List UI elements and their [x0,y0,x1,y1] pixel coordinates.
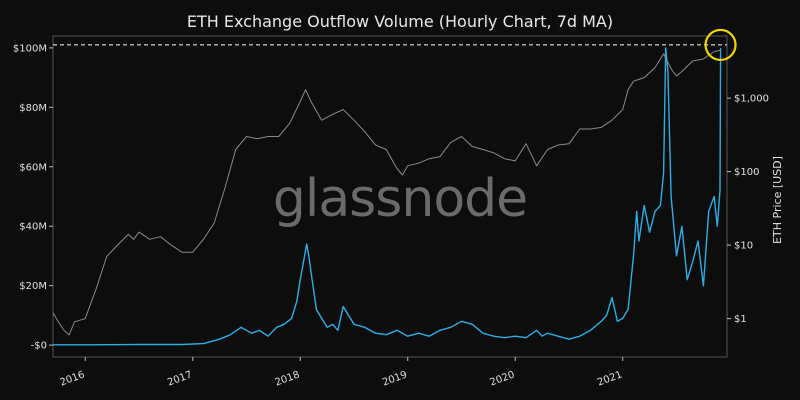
y-left-tick-label: $40M [19,222,47,233]
x-tick-label: 2019 [381,369,409,388]
y-left-tick-label: $100M [13,43,47,54]
y-left-tick-label: $60M [19,162,47,173]
watermark-text: glassnode [273,169,527,229]
y-right-tick-label: $100 [734,167,759,178]
plot-frame [52,35,728,358]
y-left-tick-label: $80M [19,103,47,114]
x-tick-label: 2021 [596,369,624,388]
y-left-tick-label: $20M [19,281,47,292]
x-tick-label: 2016 [59,369,87,388]
x-tick-label: 2020 [489,369,517,388]
y-right-tick-label: $1 [734,314,747,325]
y-right-axis-label: ETH Price [USD] [771,156,784,244]
y-right-tick-label: $10 [734,241,753,252]
y-right-tick-label: $1,000 [734,94,769,105]
outflow-line [53,47,722,346]
x-tick-label: 2017 [166,369,194,388]
x-tick-label: 2018 [274,369,302,388]
highlight-circle [704,28,737,62]
chart-title: ETH Exchange Outflow Volume (Hourly Char… [187,12,613,31]
price-line [52,49,721,336]
y-left-tick-label: -$0 [31,341,47,352]
plot-area: -$0 $20M $40M $60M $80M $100M $1 $10 $100 $1,000 2… [13,28,769,389]
